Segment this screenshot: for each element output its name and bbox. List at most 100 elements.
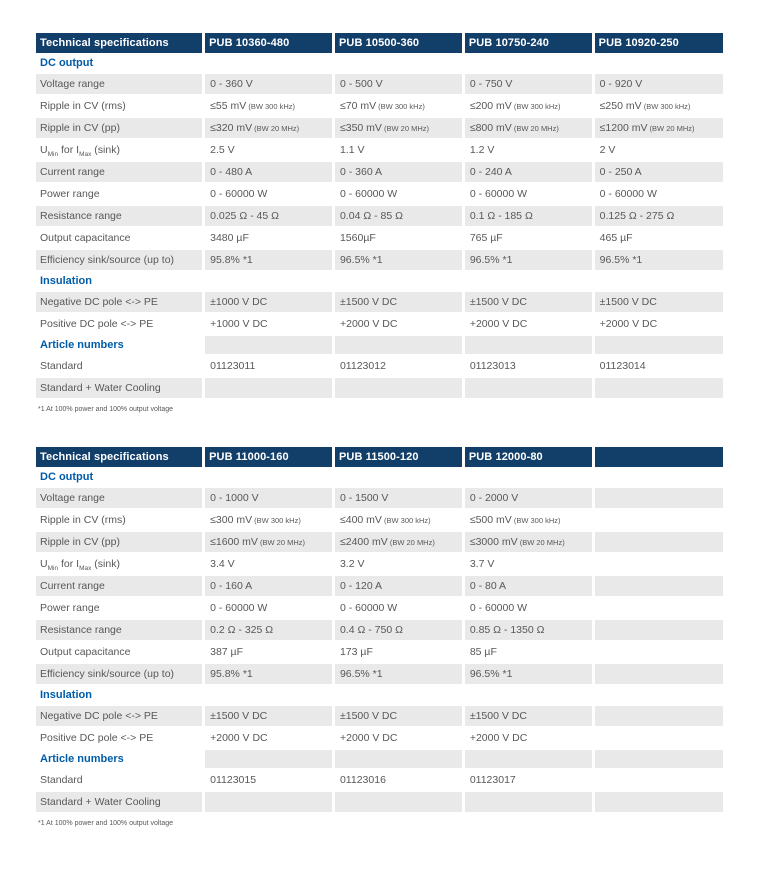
spec-value: [591, 619, 723, 642]
spec-value: [591, 575, 723, 598]
product-column-header: PUB 10920-250: [591, 33, 723, 53]
spec-label: Power range: [36, 597, 204, 620]
spec-value: [591, 509, 723, 532]
spec-row: Positive DC pole <-> PE +2000 V DC +2000 V…: [36, 727, 723, 750]
spec-value: ≤320 mV (BW 20 MHz): [202, 117, 334, 140]
value-main: ≤500 mV: [469, 514, 512, 526]
spec-label: Standard + Water Cooling: [36, 791, 204, 814]
spec-label: Power range: [36, 183, 204, 206]
spec-value: 0 - 60000 W: [461, 597, 594, 620]
spec-value: ≤250 mV (BW 300 kHz): [591, 95, 723, 118]
spec-value: ±1000 V DC: [202, 291, 334, 314]
section-row: Insulation: [36, 685, 723, 706]
spec-value: 0.025 Ω - 45 Ω: [202, 205, 334, 228]
spec-value: 765 µF: [461, 227, 594, 250]
spec-value: 0 - 920 V: [591, 73, 723, 96]
spec-value: [591, 597, 723, 620]
row-label-column-header: Technical specifications: [36, 447, 204, 467]
spec-label: Resistance range: [36, 619, 204, 642]
spec-label: Voltage range: [36, 487, 204, 510]
spec-value: 1.2 V: [461, 139, 594, 162]
spec-value: 1.1 V: [331, 139, 464, 162]
value-main: ≤70 mV: [339, 100, 377, 112]
spec-value: 0 - 60000 W: [202, 183, 334, 206]
spec-value: [331, 53, 464, 74]
spec-value: 01123015: [202, 769, 334, 792]
spec-label: Ripple in CV (rms): [36, 509, 204, 532]
spec-table: Technical specifications PUB 10360-480 PUB…: [36, 33, 723, 400]
spec-row: Output capacitance 387 µF 173 µF 85 µF: [36, 641, 723, 664]
spec-row: Output capacitance 3480 µF 1560µF 765 µF 465…: [36, 227, 723, 250]
spec-row: Ripple in CV (rms) ≤300 mV (BW 300 kHz) ≤4…: [36, 509, 723, 532]
spec-row: Efficiency sink/source (up to) 95.8% *1 96…: [36, 249, 723, 272]
section-title: DC output: [36, 467, 204, 488]
value-main: ≤3000 mV: [469, 536, 518, 548]
spec-value: 2.5 V: [202, 139, 334, 162]
spec-value: 465 µF: [591, 227, 723, 250]
spec-value: ≤1200 mV (BW 20 MHz): [591, 117, 723, 140]
spec-value: 0 - 120 A: [331, 575, 464, 598]
spec-value: 96.5% *1: [461, 663, 594, 686]
spec-row: Ripple in CV (pp) ≤320 mV (BW 20 MHz) ≤350…: [36, 117, 723, 140]
spec-value: [461, 377, 594, 400]
product-column-header: PUB 12000-80: [461, 447, 594, 467]
spec-value: [591, 663, 723, 686]
spec-value: [461, 791, 594, 814]
spec-row: Standard 01123011 01123012 01123013 01123014: [36, 355, 723, 378]
value-bandwidth-note: (BW 20 MHz): [257, 538, 306, 547]
spec-value: 95.8% *1: [202, 249, 334, 272]
spec-value: 387 µF: [202, 641, 334, 664]
spec-value: [591, 53, 723, 74]
spec-label: Resistance range: [36, 205, 204, 228]
spec-value: ≤200 mV (BW 300 kHz): [461, 95, 594, 118]
spec-value: 01123013: [461, 355, 594, 378]
value-main: ≤1200 mV: [599, 122, 648, 134]
value-main: ≤55 mV: [210, 100, 247, 112]
spec-value: [202, 335, 334, 356]
spec-value: [591, 377, 723, 400]
spec-value: 0 - 1500 V: [331, 487, 464, 510]
spec-label: Efficiency sink/source (up to): [36, 249, 204, 272]
spec-value: 0 - 60000 W: [202, 597, 334, 620]
spec-row: Standard + Water Cooling: [36, 791, 723, 814]
spec-value: ±1500 V DC: [202, 705, 334, 728]
header-row: Technical specifications PUB 10360-480 PUB…: [36, 33, 723, 53]
value-main: ≤350 mV: [339, 122, 382, 134]
spec-value: [331, 271, 464, 292]
value-main: ≤800 mV: [469, 122, 512, 134]
spec-value: 0.4 Ω - 750 Ω: [331, 619, 464, 642]
spec-label: Negative DC pole <-> PE: [36, 705, 204, 728]
value-bandwidth-note: (BW 300 kHz): [511, 516, 561, 525]
spec-value: 85 µF: [461, 641, 594, 664]
spec-label: Efficiency sink/source (up to): [36, 663, 204, 686]
value-bandwidth-note: (BW 20 MHz): [517, 538, 565, 547]
section-row: DC output: [36, 467, 723, 488]
value-main: ≤320 mV: [210, 122, 253, 134]
spec-value: [202, 467, 334, 488]
spec-value: 0 - 60000 W: [591, 183, 723, 206]
spec-row: Standard 01123015 01123016 01123017: [36, 769, 723, 792]
spec-value: [202, 271, 334, 292]
spec-value: 173 µF: [331, 641, 464, 664]
spec-value: [591, 487, 723, 510]
value-bandwidth-note: (BW 20 MHz): [387, 538, 435, 547]
spec-value: 96.5% *1: [331, 663, 464, 686]
section-row: DC output: [36, 53, 723, 74]
spec-label: Positive DC pole <-> PE: [36, 727, 204, 750]
spec-value: [591, 769, 723, 792]
spec-value: [591, 727, 723, 750]
spec-value: 0 - 1000 V: [202, 487, 334, 510]
spec-value: ±1500 V DC: [331, 705, 464, 728]
spec-value: 0 - 2000 V: [461, 487, 594, 510]
datasheet-page: Technical specifications PUB 10360-480 PUB…: [36, 33, 723, 827]
spec-value: +2000 V DC: [461, 313, 594, 336]
spec-label: Positive DC pole <-> PE: [36, 313, 204, 336]
spec-value: 0 - 480 A: [202, 161, 334, 184]
value-bandwidth-note: (BW 300 kHz): [376, 102, 425, 111]
spec-value: ≤2400 mV (BW 20 MHz): [331, 531, 464, 554]
spec-value: ≤800 mV (BW 20 MHz): [461, 117, 594, 140]
spec-value: 1560µF: [331, 227, 464, 250]
spec-value: 0.85 Ω - 1350 Ω: [461, 619, 594, 642]
